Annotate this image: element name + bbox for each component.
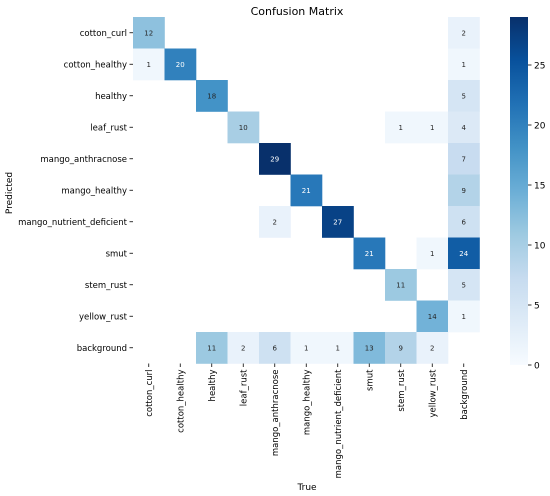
cell-value-label: 1 xyxy=(336,344,340,352)
y-tick-label: yellow_rust xyxy=(79,312,128,322)
cell-value-label: 5 xyxy=(462,92,466,100)
colorbar-tick-label: 25 xyxy=(534,62,545,72)
cell-value-label: 21 xyxy=(302,187,311,195)
x-tick-label: background xyxy=(460,370,470,420)
colorbar-ticks: 0 5 10 15 20 25 xyxy=(528,62,546,372)
cell-value-label: 12 xyxy=(144,29,153,37)
x-tick-label: mango_healthy xyxy=(302,370,312,436)
x-tick-label: cotton_healthy xyxy=(176,370,186,433)
cell-value-label: 6 xyxy=(273,344,278,352)
cell-value-label: 29 xyxy=(270,155,279,163)
cell-value-label: 10 xyxy=(239,124,248,132)
cell-value-label: 20 xyxy=(176,61,185,69)
x-tick-label: mango_nutrient_deficient xyxy=(334,369,344,479)
cell-value-label: 11 xyxy=(207,344,216,352)
colorbar-tick-label: 5 xyxy=(534,302,540,312)
cell-value-label: 2 xyxy=(241,344,245,352)
chart-title: Confusion Matrix xyxy=(251,5,344,18)
x-tick-label: smut xyxy=(365,369,375,391)
cell-value-label: 1 xyxy=(430,250,434,258)
cell-value-label: 14 xyxy=(428,313,437,321)
x-tick-label: leaf_rust xyxy=(239,369,249,406)
cell-value-label: 9 xyxy=(462,187,466,195)
colorbar-tick-label: 0 xyxy=(534,362,540,372)
y-tick-label: background xyxy=(77,344,127,354)
x-tick-label: stem_rust xyxy=(397,369,407,412)
cell-value-label: 2 xyxy=(273,218,277,226)
y-tick-label: healthy xyxy=(95,92,127,102)
cell-value-label: 1 xyxy=(304,344,308,352)
y-tick-label: mango_healthy xyxy=(61,186,127,196)
cell-value-label: 9 xyxy=(399,344,403,352)
cell-value-label: 18 xyxy=(207,92,216,100)
colorbar-tick-label: 20 xyxy=(534,122,546,132)
cell-value-label: 5 xyxy=(462,281,466,289)
cell-value-label: 1 xyxy=(462,61,466,69)
y-tick-label: cotton_healthy xyxy=(64,60,127,70)
cell-value-label: 1 xyxy=(399,124,403,132)
cell-value-label: 1 xyxy=(430,124,434,132)
cell-value-label: 4 xyxy=(462,124,467,132)
x-axis-ticks: cotton_curl cotton_healthy healthy leaf_rus… xyxy=(145,364,470,479)
y-axis-title: Predicted xyxy=(5,172,15,214)
cell-value-label: 1 xyxy=(462,313,466,321)
y-tick-label: smut xyxy=(106,249,128,259)
x-tick-label: cotton_curl xyxy=(145,370,155,417)
cell-value-label: 21 xyxy=(365,250,374,258)
colorbar-tick-label: 10 xyxy=(534,242,546,252)
x-tick-label: healthy xyxy=(208,370,218,402)
cell-value-label: 2 xyxy=(462,29,466,37)
cell-value-label: 7 xyxy=(462,155,466,163)
cell-value-label: 6 xyxy=(462,218,467,226)
cell-value-label: 1 xyxy=(147,61,151,69)
y-tick-label: cotton_curl xyxy=(80,29,127,39)
cell-value-label: 13 xyxy=(365,344,374,352)
y-tick-label: stem_rust xyxy=(85,281,128,291)
y-tick-label: mango_nutrient_deficient xyxy=(18,218,128,228)
colorbar-tick-label: 15 xyxy=(534,182,545,192)
y-tick-label: mango_anthracnose xyxy=(40,155,127,165)
y-tick-label: leaf_rust xyxy=(90,123,127,133)
cell-value-label: 27 xyxy=(333,218,342,226)
cell-value-label: 11 xyxy=(396,281,405,289)
cell-value-label: 2 xyxy=(430,344,434,352)
x-tick-label: yellow_rust xyxy=(428,369,438,418)
x-tick-label: mango_anthracnose xyxy=(271,370,281,457)
x-axis-title: True xyxy=(296,483,317,493)
colorbar xyxy=(510,17,528,365)
cell-value-label: 24 xyxy=(459,250,468,258)
